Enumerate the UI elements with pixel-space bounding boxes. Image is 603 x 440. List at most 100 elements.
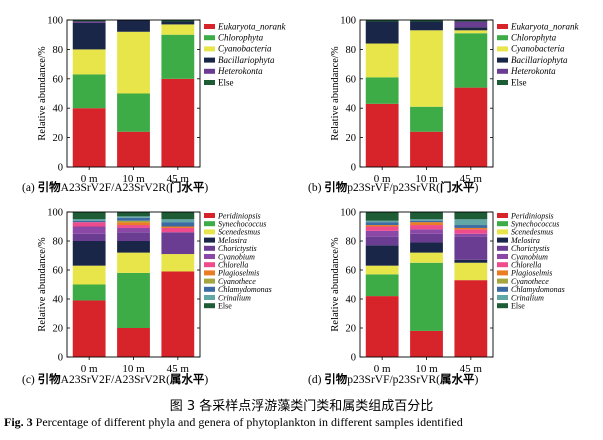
legend-swatch bbox=[497, 221, 508, 227]
bar-segment-cyanobium bbox=[454, 233, 488, 237]
bar-segment-chlorella bbox=[454, 229, 488, 234]
bar-segment-cyanobium bbox=[72, 226, 106, 234]
bar-segment-else bbox=[117, 212, 150, 217]
plot-frame bbox=[66, 19, 201, 168]
y-tick-label: 100 bbox=[340, 16, 356, 27]
legend-entry: Else bbox=[218, 302, 232, 311]
y-tick-label: 0 bbox=[351, 163, 356, 174]
bar-segment-chlamydomonas bbox=[72, 220, 106, 223]
legend-swatch bbox=[204, 245, 215, 251]
legend-swatch bbox=[497, 295, 508, 300]
legend-entry: Chlorophyta bbox=[511, 33, 557, 43]
y-tick-label: 40 bbox=[346, 104, 357, 115]
legend-swatch bbox=[204, 254, 215, 259]
legend-swatch bbox=[497, 57, 508, 63]
bar-segment-eukaryota-norank bbox=[365, 103, 399, 167]
legend-entry: Bacillariophyta bbox=[218, 55, 275, 65]
bar-segment-chlorella bbox=[365, 226, 399, 231]
x-tick-label: 10 m bbox=[122, 363, 145, 375]
figure-caption-en: Fig. 3 Percentage of different phyla and… bbox=[4, 415, 463, 430]
legend-swatch bbox=[204, 270, 215, 276]
x-tick-label: 0 m bbox=[81, 363, 98, 375]
y-tick-label: 20 bbox=[53, 324, 64, 335]
y-tick-label: 0 bbox=[58, 163, 63, 174]
caption-end: ) bbox=[474, 182, 478, 194]
figure-label: Fig. 3 bbox=[4, 415, 33, 429]
caption-primer: p23SrVF/p23SrVR( bbox=[347, 182, 440, 194]
bar-segment-else bbox=[410, 20, 443, 22]
y-tick-label: 60 bbox=[53, 74, 64, 85]
bar-segment-chlorophyta bbox=[72, 74, 106, 109]
legend-swatch bbox=[497, 229, 508, 235]
legend-entry: Synechococcus bbox=[218, 220, 266, 229]
bar-segment-bacillariophyta bbox=[161, 21, 195, 25]
panel-caption: (b) 引物p23SrVF/p23SrVR(门水平) bbox=[308, 180, 478, 194]
x-tick-label: 10 m bbox=[415, 173, 438, 185]
chart-panel-b: 0 m 10 m 45 m 0 20 40 60 80 100 Relative abundanc… bbox=[308, 16, 579, 195]
bar-segment-chlorella bbox=[117, 225, 150, 228]
legend: PeridiniopsisSynechococcusScenedesmusMel… bbox=[497, 211, 565, 311]
y-tick-label: 40 bbox=[53, 104, 64, 115]
bar-segment-else bbox=[72, 20, 106, 22]
bar-segment-scenedesmus bbox=[410, 252, 443, 263]
legend-swatch bbox=[497, 213, 508, 218]
bar-segment-melosira bbox=[117, 241, 150, 253]
bar-segment-cyanobacteria bbox=[365, 43, 399, 78]
bar-segment-cyanobium bbox=[410, 229, 443, 234]
bar-segment-crinalium bbox=[410, 219, 443, 221]
legend-entry: Eukaryota_norank bbox=[510, 21, 579, 31]
caption-primer: A23SrV2F/A23SrV2R( bbox=[61, 182, 170, 194]
caption-zh-primer: 引物 bbox=[324, 372, 347, 386]
legend-swatch bbox=[204, 80, 215, 85]
bar-segment-peridiniopsis bbox=[365, 296, 399, 357]
legend-entry: Chlorella bbox=[511, 261, 541, 270]
y-tick-label: 80 bbox=[346, 237, 357, 248]
panel-caption: (c) 引物A23SrV2F/A23SrV2R(属水平) bbox=[22, 372, 208, 386]
bar-segment-crinalium bbox=[365, 220, 399, 223]
x-tick-label: 10 m bbox=[415, 363, 438, 375]
bar-segment-else bbox=[72, 212, 106, 220]
bar-segment-eukaryota-norank bbox=[72, 108, 106, 167]
bar-segment-crinalium bbox=[117, 216, 150, 218]
legend-swatch bbox=[497, 286, 508, 292]
y-tick-label: 40 bbox=[53, 295, 64, 306]
bar-segment-heterokonta bbox=[454, 21, 488, 28]
figure-title-en: Percentage of different phyla and genera… bbox=[32, 415, 463, 429]
bar-segment-cyanobacteria bbox=[161, 24, 195, 35]
legend-entry: Cyanothece bbox=[511, 277, 549, 286]
bar-segment-else bbox=[365, 20, 399, 22]
legend-entry: Cyanobium bbox=[511, 252, 548, 261]
caption-zh-level: 门水平 bbox=[440, 180, 475, 194]
legend-entry: Chorictystis bbox=[511, 244, 550, 253]
bar-segment-bacillariophyta bbox=[410, 21, 443, 31]
y-axis-label: Relative abundance/% bbox=[37, 46, 48, 140]
bar-segment-cyanobacteria bbox=[72, 49, 106, 75]
legend-swatch bbox=[204, 295, 215, 300]
caption-primer: A23SrV2F/A23SrV2R( bbox=[61, 374, 170, 386]
legend-entry: Cyanobacteria bbox=[511, 44, 565, 54]
legend-swatch bbox=[497, 24, 508, 29]
x-tick-label: 45 m bbox=[460, 173, 483, 185]
legend-swatch bbox=[497, 262, 508, 268]
bar-segment-bacillariophyta bbox=[117, 20, 150, 32]
y-tick-label: 20 bbox=[346, 133, 357, 144]
legend-entry: Crinalium bbox=[218, 293, 251, 302]
y-axis-label: Relative abundance/% bbox=[330, 46, 341, 140]
bar-segment-else bbox=[161, 212, 195, 220]
y-tick-label: 100 bbox=[47, 208, 63, 219]
bar-segment-cyanobacteria bbox=[117, 31, 150, 94]
bar-segment-melosira bbox=[454, 259, 488, 263]
chart-panel-d: 0 m 10 m 45 m 0 20 40 60 80 100 Relative abundanc… bbox=[308, 208, 565, 387]
caption-zh-primer: 引物 bbox=[38, 372, 61, 386]
bar-segment-synechococcus bbox=[410, 262, 443, 331]
bar-segment-eukaryota-norank bbox=[454, 87, 488, 167]
bar-segment-cyanobium bbox=[365, 230, 399, 237]
legend-swatch bbox=[497, 35, 508, 41]
bar-segment-bacillariophyta bbox=[454, 27, 488, 31]
y-axis-label: Relative abundance/% bbox=[330, 237, 341, 331]
legend-swatch bbox=[204, 237, 215, 243]
bar-segment-chlorella bbox=[161, 227, 195, 233]
y-tick-label: 40 bbox=[346, 295, 357, 306]
bar-segment-chlorella bbox=[410, 225, 443, 230]
legend-entry: Peridiniopsis bbox=[510, 211, 554, 220]
